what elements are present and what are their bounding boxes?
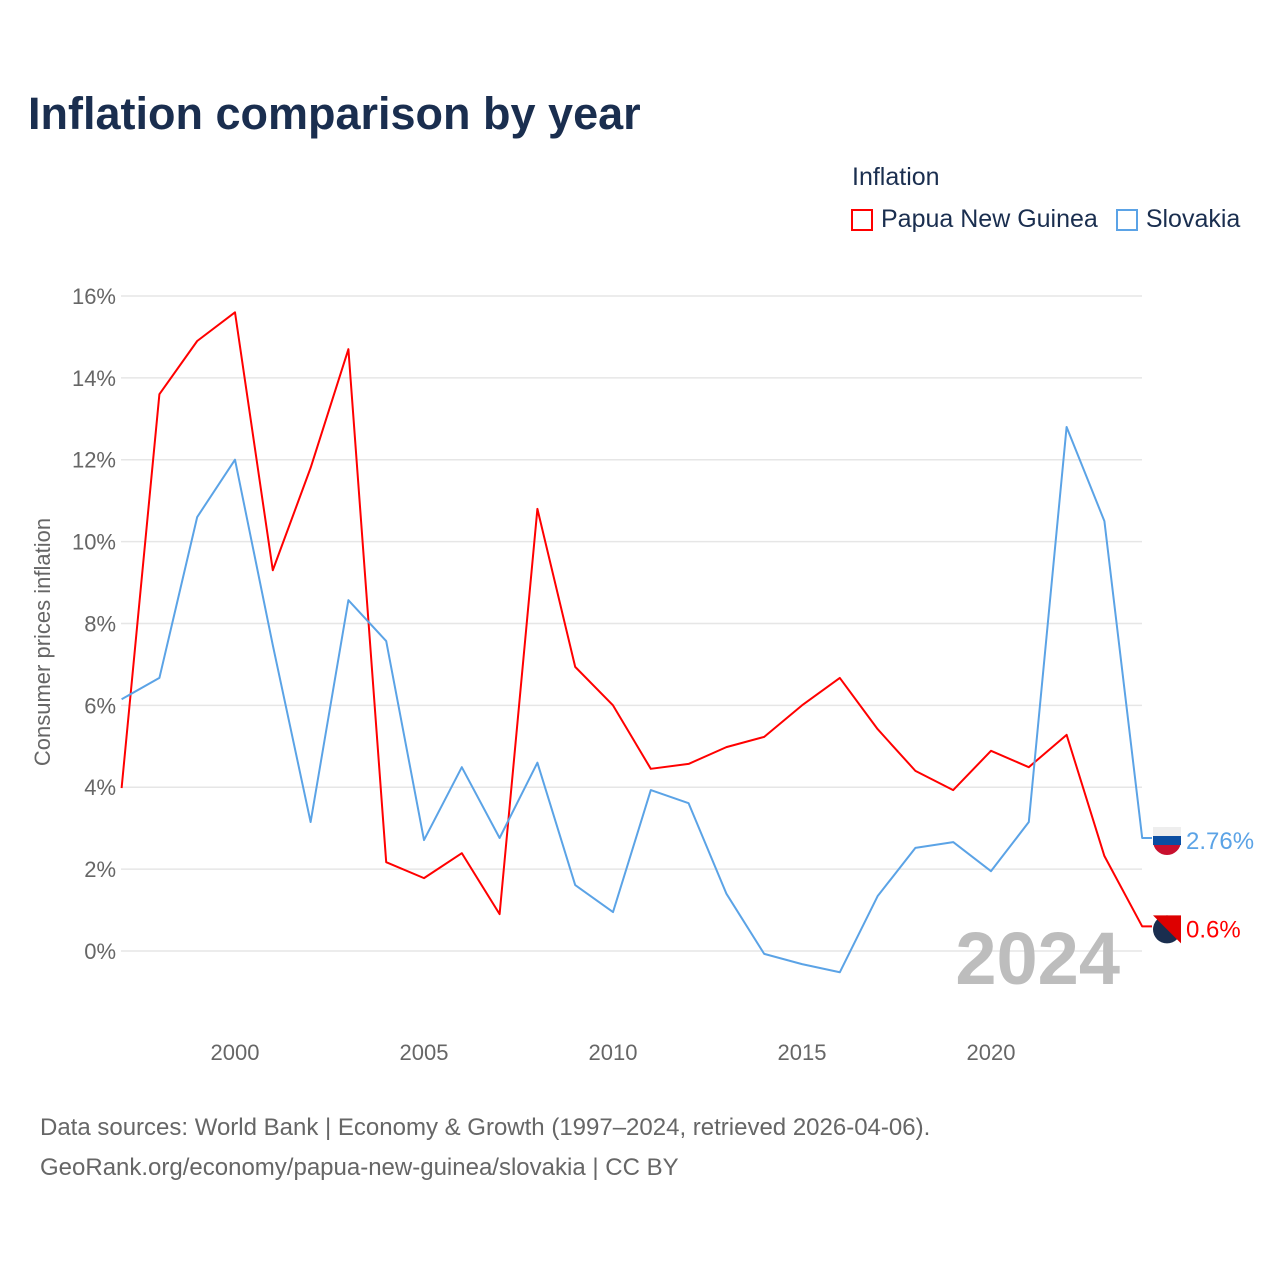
series-line-slovakia (121, 425, 1152, 974)
year-watermark: 2024 (955, 917, 1120, 1000)
x-tick-label: 2020 (967, 1040, 1016, 1065)
source-line-1: Data sources: World Bank | Economy & Gro… (40, 1114, 931, 1141)
x-tick-label: 2000 (211, 1040, 260, 1065)
chart-title: Inflation comparison by year (28, 88, 641, 139)
flag-part (1153, 836, 1181, 846)
y-axis-label: Consumer prices inflation (30, 518, 55, 766)
source-note: Data sources: World Bank | Economy & Gro… (40, 1108, 930, 1188)
y-tick-label: 6% (84, 693, 116, 718)
series-line-papua-new-guinea (120, 311, 1152, 928)
end-value-label: 2.76% (1186, 828, 1254, 855)
legend-swatch (1115, 208, 1138, 231)
y-tick-label: 10% (72, 530, 116, 555)
x-tick-label: 2010 (589, 1040, 638, 1065)
legend-label: Slovakia (1145, 205, 1241, 233)
y-tick-label: 16% (72, 284, 116, 309)
end-value-label: 0.6% (1186, 916, 1241, 943)
source-line-2[interactable]: GeoRank.org/economy/papua-new-guinea/slo… (40, 1154, 679, 1181)
legend-swatch (851, 208, 873, 231)
legend-item-papua-new-guinea[interactable]: Papua New Guinea (851, 205, 1098, 234)
y-tick-label: 12% (72, 448, 116, 473)
y-tick-label: 4% (84, 775, 116, 800)
y-tick-label: 0% (84, 939, 116, 964)
y-tick-label: 8% (84, 611, 116, 636)
legend-item-slovakia[interactable]: Slovakia (1115, 205, 1241, 234)
legend-title: Inflation (852, 163, 940, 191)
flag-part (1153, 915, 1181, 944)
flag-part (1153, 827, 1181, 837)
x-tick-label: 2015 (778, 1040, 827, 1065)
y-tick-label: 2% (84, 857, 116, 882)
legend-label: Papua New Guinea (881, 205, 1098, 233)
y-tick-label: 14% (72, 366, 116, 391)
x-tick-label: 2005 (400, 1040, 449, 1065)
legend: Papua New Guinea Slovakia (851, 205, 1258, 234)
